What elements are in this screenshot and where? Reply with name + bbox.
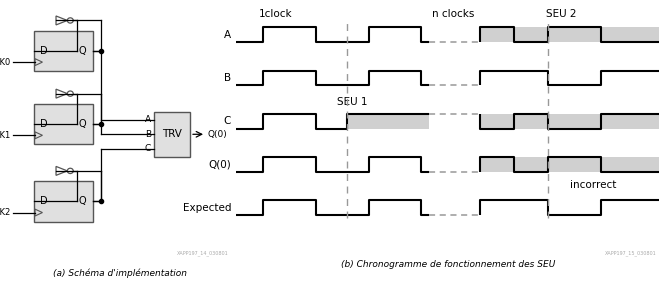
Text: Q(0): Q(0) <box>207 130 227 139</box>
Text: A: A <box>224 30 231 40</box>
Text: D: D <box>40 119 48 129</box>
Text: D: D <box>40 196 48 206</box>
Text: XAPP197_14_030801: XAPP197_14_030801 <box>176 251 228 256</box>
FancyBboxPatch shape <box>154 112 190 157</box>
FancyBboxPatch shape <box>34 104 93 144</box>
FancyBboxPatch shape <box>34 181 93 222</box>
Text: B: B <box>145 130 151 139</box>
Text: C: C <box>224 116 231 126</box>
Text: Q(0): Q(0) <box>208 159 231 169</box>
Text: (a) Schéma d'implémentation: (a) Schéma d'implémentation <box>53 268 187 278</box>
Text: CLK2: CLK2 <box>0 208 11 217</box>
Text: Q: Q <box>79 46 87 56</box>
Text: XAPP197_15_030801: XAPP197_15_030801 <box>605 251 657 257</box>
Text: SEU 1: SEU 1 <box>338 97 368 107</box>
FancyBboxPatch shape <box>34 31 93 71</box>
Text: Q: Q <box>79 119 87 129</box>
Text: TRV: TRV <box>162 129 182 139</box>
Text: D: D <box>40 46 48 56</box>
Text: B: B <box>224 73 231 83</box>
Text: (b) Chronogramme de fonctionnement des SEU: (b) Chronogramme de fonctionnement des S… <box>341 260 555 269</box>
Text: A: A <box>145 115 151 125</box>
Text: Expected: Expected <box>182 203 231 213</box>
Text: SEU 2: SEU 2 <box>546 9 577 19</box>
Text: C: C <box>145 144 151 153</box>
Text: n clocks: n clocks <box>432 9 474 19</box>
Text: incorrect: incorrect <box>570 180 617 190</box>
Text: CLK0: CLK0 <box>0 58 11 67</box>
Text: CLK1: CLK1 <box>0 131 11 140</box>
Text: 1clock: 1clock <box>259 9 293 19</box>
Text: Q: Q <box>79 196 87 206</box>
